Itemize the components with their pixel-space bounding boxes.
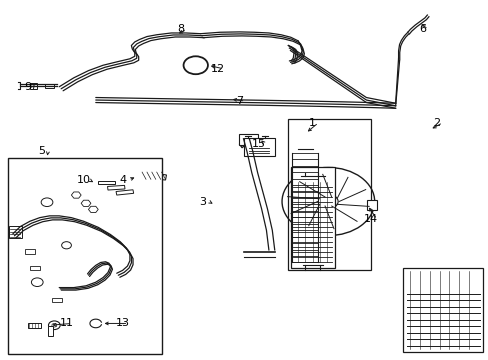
Circle shape xyxy=(324,199,331,204)
Bar xyxy=(98,181,115,184)
Bar xyxy=(107,185,125,190)
Bar xyxy=(402,268,483,352)
Bar xyxy=(8,158,161,354)
Text: 14: 14 xyxy=(364,215,378,224)
Text: 6: 6 xyxy=(418,24,425,35)
Bar xyxy=(44,84,54,88)
Text: 5: 5 xyxy=(39,146,45,156)
Text: 11: 11 xyxy=(60,319,73,328)
Bar xyxy=(116,190,133,195)
Bar xyxy=(238,134,258,145)
Text: 13: 13 xyxy=(115,319,129,328)
Text: 2: 2 xyxy=(433,118,440,128)
Bar xyxy=(48,326,53,336)
Bar xyxy=(25,249,35,253)
Bar xyxy=(290,167,334,268)
Bar xyxy=(30,83,37,89)
Bar xyxy=(366,200,376,211)
Bar xyxy=(9,226,21,238)
Text: 15: 15 xyxy=(252,139,265,149)
Text: 7: 7 xyxy=(236,96,243,106)
Bar xyxy=(27,323,41,328)
FancyBboxPatch shape xyxy=(243,138,274,156)
Text: 12: 12 xyxy=(210,64,224,74)
Bar xyxy=(30,266,40,270)
Text: 10: 10 xyxy=(77,175,90,185)
Text: 1: 1 xyxy=(308,118,316,128)
Text: 9: 9 xyxy=(24,82,31,92)
Text: 4: 4 xyxy=(119,175,126,185)
Bar xyxy=(288,119,370,270)
Text: 8: 8 xyxy=(177,24,184,35)
Bar xyxy=(52,298,61,302)
Text: 3: 3 xyxy=(199,197,206,207)
